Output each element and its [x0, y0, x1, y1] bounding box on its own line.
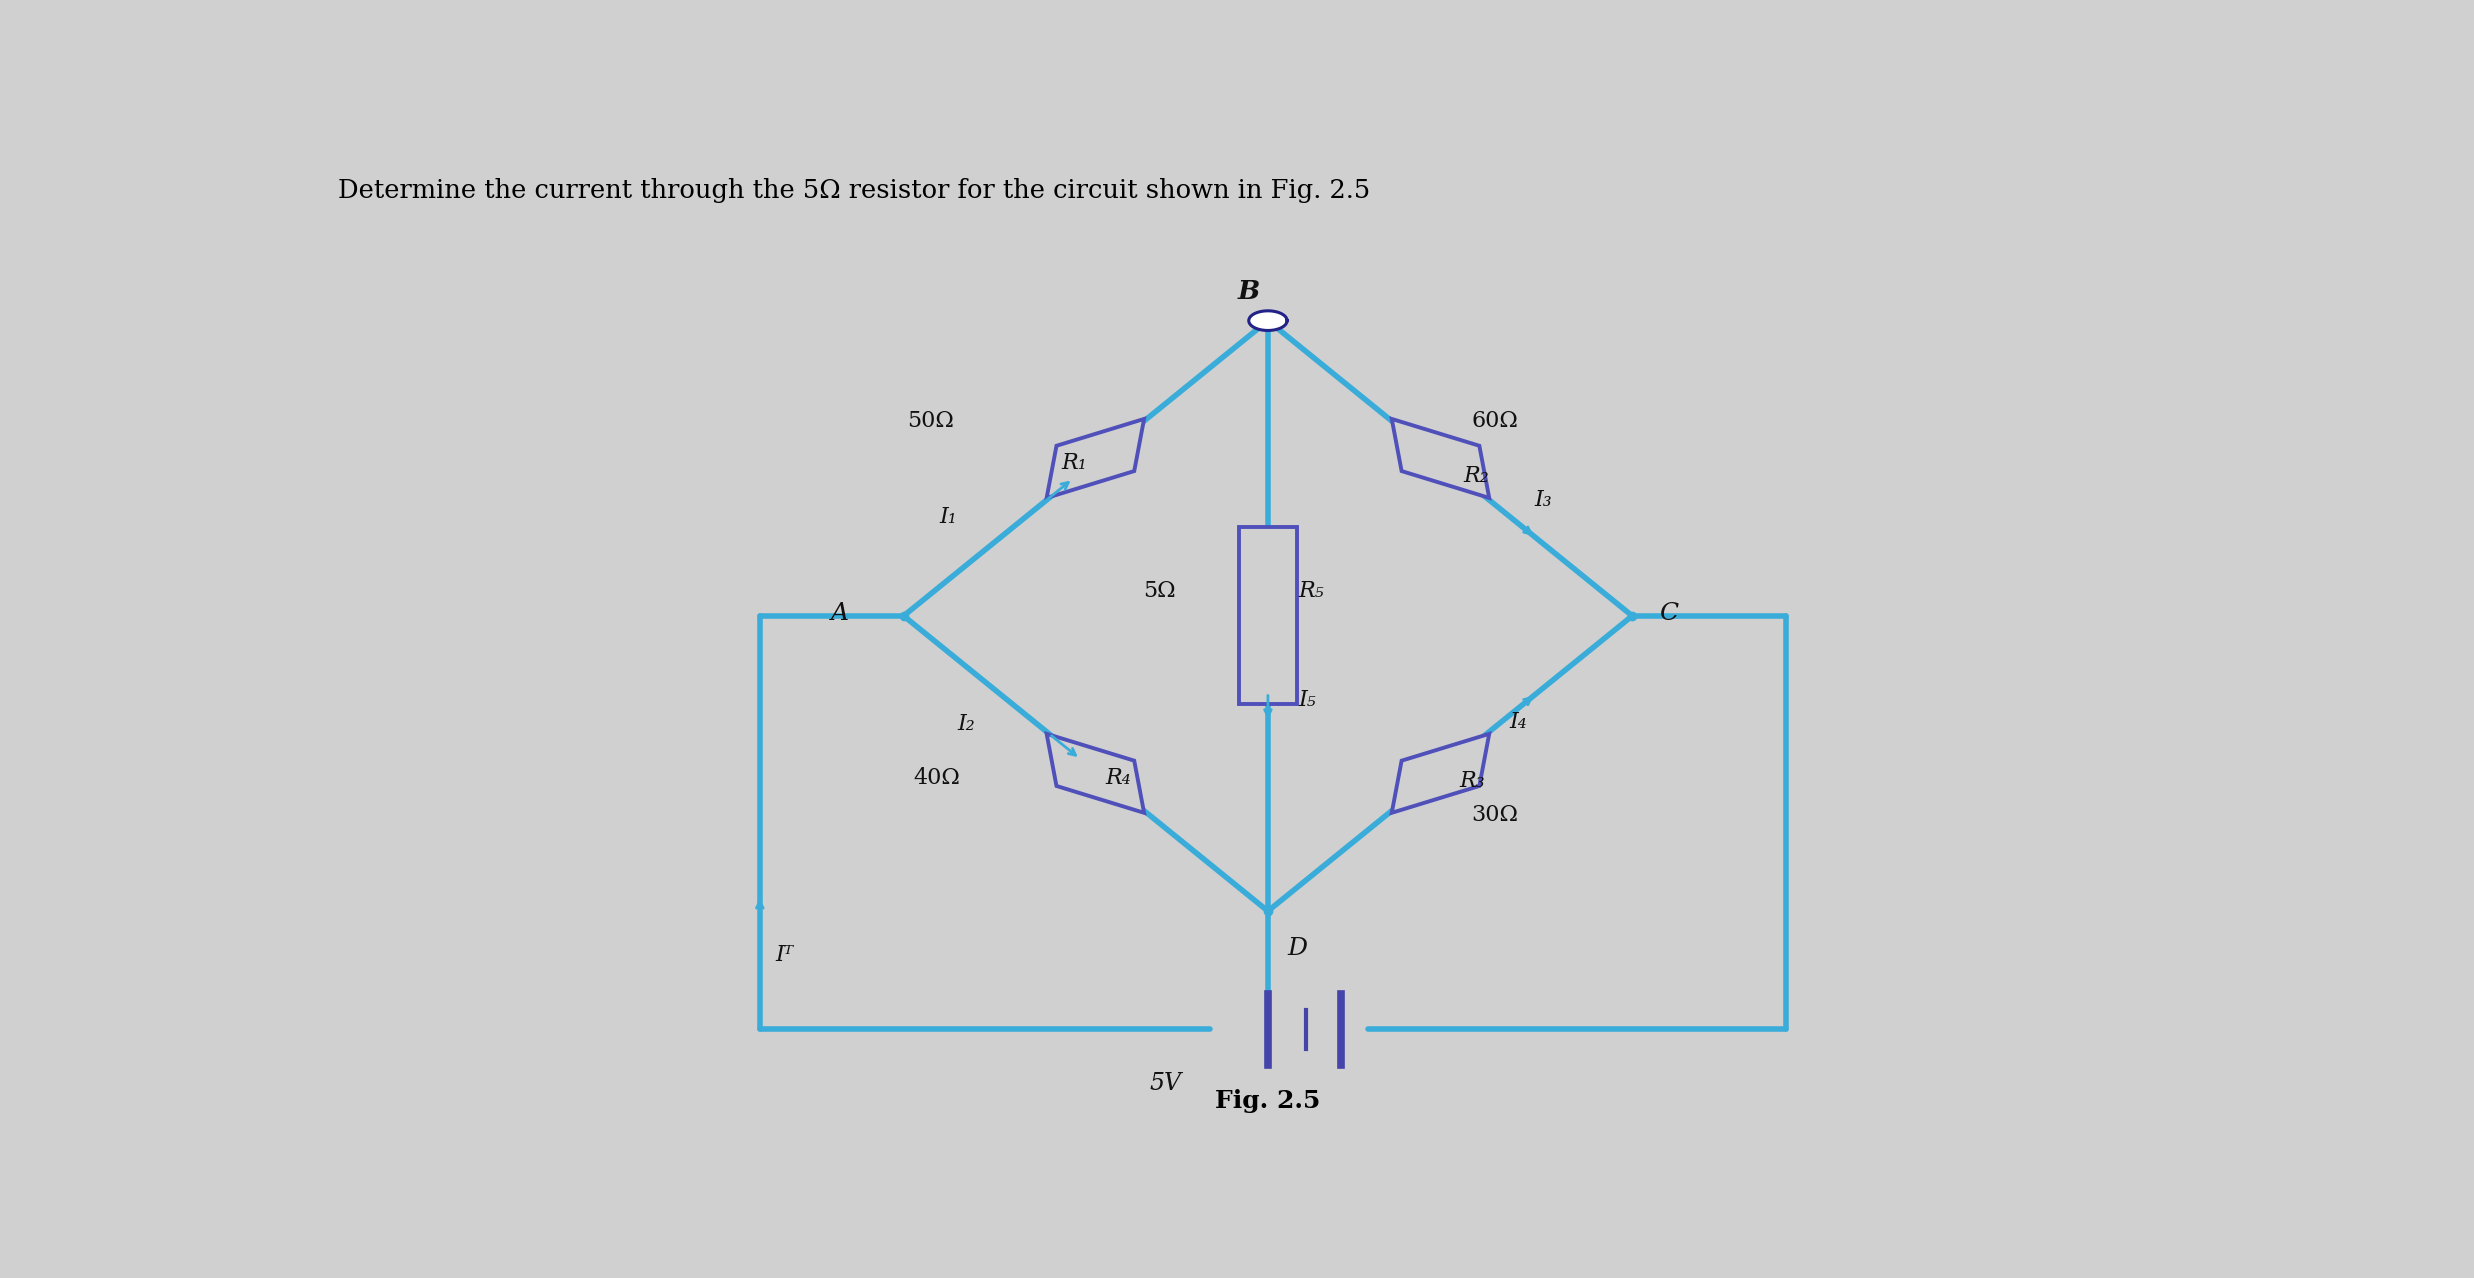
Text: 50Ω: 50Ω [908, 410, 955, 432]
Text: Determine the current through the 5Ω resistor for the circuit shown in Fig. 2.5: Determine the current through the 5Ω res… [339, 178, 1371, 203]
Text: A: A [831, 602, 849, 625]
Text: B: B [1237, 279, 1259, 304]
Text: I₅: I₅ [1299, 689, 1316, 711]
Polygon shape [1047, 734, 1143, 813]
Text: R₄: R₄ [1106, 767, 1131, 790]
Text: 5V: 5V [1148, 1072, 1180, 1095]
Text: I₁: I₁ [940, 506, 957, 529]
Text: R₁: R₁ [1061, 452, 1086, 474]
Polygon shape [1249, 311, 1286, 331]
Polygon shape [1393, 734, 1489, 813]
Text: D: D [1286, 937, 1306, 960]
Text: 5Ω: 5Ω [1143, 580, 1175, 602]
Text: R₂: R₂ [1465, 465, 1489, 487]
Text: I₃: I₃ [1534, 488, 1554, 511]
Text: 40Ω: 40Ω [913, 767, 960, 790]
Polygon shape [1047, 419, 1143, 498]
Text: R₅: R₅ [1299, 580, 1324, 602]
Text: 30Ω: 30Ω [1472, 804, 1519, 826]
Text: 60Ω: 60Ω [1472, 410, 1519, 432]
Text: Iᵀ: Iᵀ [774, 944, 794, 966]
Text: R₃: R₃ [1460, 771, 1484, 792]
Text: I₄: I₄ [1509, 711, 1526, 734]
Bar [1239, 528, 1296, 704]
Polygon shape [1393, 419, 1489, 498]
Text: Fig. 2.5: Fig. 2.5 [1215, 1089, 1321, 1113]
Text: C: C [1660, 602, 1677, 625]
Text: I₂: I₂ [957, 713, 975, 735]
